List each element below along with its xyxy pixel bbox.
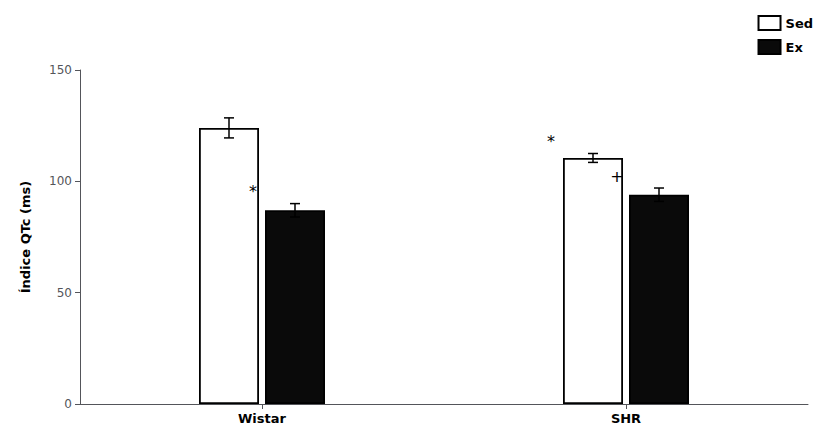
svg-text:Wistar: Wistar xyxy=(238,411,287,426)
svg-text:*: * xyxy=(249,182,257,201)
svg-text:SHR: SHR xyxy=(611,411,641,426)
svg-text:+: + xyxy=(610,167,623,186)
svg-text:*: * xyxy=(547,132,555,151)
svg-text:50: 50 xyxy=(57,286,72,300)
svg-text:Sed: Sed xyxy=(786,16,814,31)
svg-text:100: 100 xyxy=(49,174,72,188)
svg-text:Índice QTc (ms): Índice QTc (ms) xyxy=(18,181,33,294)
svg-text:Ex: Ex xyxy=(786,40,804,55)
svg-text:150: 150 xyxy=(49,63,72,77)
svg-text:0: 0 xyxy=(64,397,72,411)
